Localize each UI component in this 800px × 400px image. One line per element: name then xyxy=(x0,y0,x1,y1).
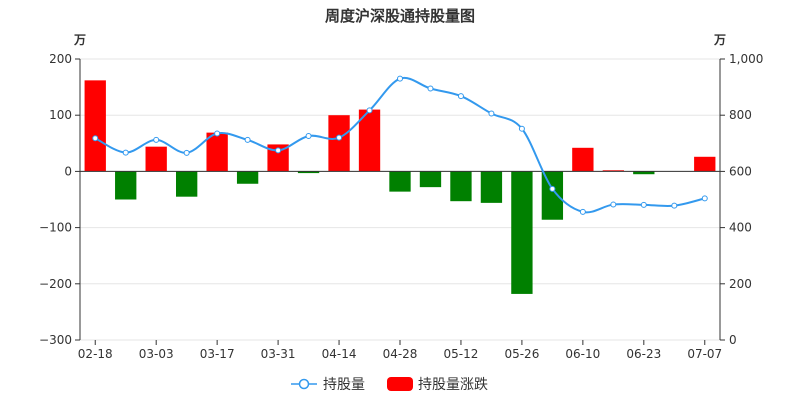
point-03-24[interactable] xyxy=(244,136,251,143)
left-tick-label: −100 xyxy=(39,221,72,235)
point-05-05[interactable] xyxy=(427,85,434,92)
bar-02-25[interactable] xyxy=(115,171,137,200)
bar-04-07[interactable] xyxy=(297,171,320,174)
x-tick-label: 04-28 xyxy=(383,347,418,361)
legend-label-holding-change: 持股量涨跌 xyxy=(418,377,488,393)
bar-02-18[interactable] xyxy=(84,80,106,172)
x-tick-label: 03-31 xyxy=(261,347,296,361)
left-tick-label: −200 xyxy=(39,277,72,291)
left-tick-label: 100 xyxy=(49,108,72,122)
point-04-21[interactable] xyxy=(366,107,373,114)
bar-05-05[interactable] xyxy=(419,171,442,188)
bar-03-24[interactable] xyxy=(236,171,259,184)
point-06-30[interactable] xyxy=(671,202,678,209)
bar-03-31[interactable] xyxy=(267,144,289,172)
point-03-03[interactable] xyxy=(153,136,160,143)
right-axis-unit: 万 xyxy=(713,33,726,47)
point-03-31[interactable] xyxy=(275,147,282,154)
x-tick-label: 06-23 xyxy=(626,347,661,361)
right-tick-label: 400 xyxy=(729,221,752,235)
x-tick-label: 03-03 xyxy=(139,347,174,361)
bar-05-19[interactable] xyxy=(480,171,503,203)
x-tick-label: 03-17 xyxy=(200,347,235,361)
point-02-18[interactable] xyxy=(92,135,99,142)
bar-06-10[interactable] xyxy=(572,147,594,172)
x-tick-label: 07-07 xyxy=(687,347,722,361)
bar-06-23[interactable] xyxy=(633,171,655,175)
point-06-10[interactable] xyxy=(579,208,586,215)
point-04-07[interactable] xyxy=(305,132,312,139)
right-tick-label: 600 xyxy=(729,164,752,178)
point-07-07[interactable] xyxy=(701,195,708,202)
x-tick-label: 04-14 xyxy=(322,347,357,361)
legend-circle-swatch xyxy=(298,378,310,390)
legend-item-holding-change[interactable]: 持股量涨跌 xyxy=(387,377,488,393)
x-tick-label: 02-18 xyxy=(78,347,113,361)
bar-05-26[interactable] xyxy=(511,171,533,294)
point-03-10[interactable] xyxy=(183,149,190,156)
right-tick-label: 0 xyxy=(729,333,737,347)
point-04-28[interactable] xyxy=(397,75,403,82)
left-tick-label: 200 xyxy=(49,52,72,66)
legend-item-holding-volume[interactable]: 持股量 xyxy=(291,377,365,393)
bar-06-02[interactable] xyxy=(541,171,564,220)
x-tick-label: 05-12 xyxy=(444,347,479,361)
point-05-12[interactable] xyxy=(457,93,464,100)
gridlines xyxy=(80,58,720,341)
bar-03-03[interactable] xyxy=(145,146,167,172)
bar-03-10[interactable] xyxy=(176,171,198,197)
left-tick-label: 0 xyxy=(64,164,72,178)
legend-bar-swatch xyxy=(387,377,413,391)
point-06-02[interactable] xyxy=(549,185,556,192)
line-series-holding-volume xyxy=(92,75,708,215)
right-tick-label: 1,000 xyxy=(729,52,763,66)
point-04-14[interactable] xyxy=(336,134,343,141)
bar-05-12[interactable] xyxy=(450,171,472,202)
point-03-17[interactable] xyxy=(214,130,221,137)
axes: 200 1,000 100 800 0 600 −100 400 −200 200 −300 0 02-… xyxy=(39,52,763,361)
chart-title: 周度沪深股通持股量图 xyxy=(325,7,475,25)
left-tick-label: −300 xyxy=(39,333,72,347)
point-05-19[interactable] xyxy=(488,110,495,117)
point-02-25[interactable] xyxy=(122,149,129,156)
point-06-23[interactable] xyxy=(640,201,647,208)
point-06-16[interactable] xyxy=(610,201,617,208)
point-05-26[interactable] xyxy=(518,125,525,132)
bar-series-holding-change xyxy=(84,80,716,294)
legend: 持股量 持股量涨跌 xyxy=(291,377,488,393)
left-axis-unit: 万 xyxy=(73,33,86,47)
bar-04-14[interactable] xyxy=(328,115,350,172)
bar-04-28[interactable] xyxy=(389,171,411,192)
bar-04-21[interactable] xyxy=(358,109,381,172)
right-tick-label: 200 xyxy=(729,277,752,291)
bar-07-07[interactable] xyxy=(694,156,716,172)
bar-03-17[interactable] xyxy=(206,132,228,172)
right-tick-label: 800 xyxy=(729,108,752,122)
x-tick-label: 05-26 xyxy=(504,347,539,361)
bar-06-16[interactable] xyxy=(602,170,624,172)
legend-label-holding-volume: 持股量 xyxy=(323,377,365,393)
x-tick-label: 06-10 xyxy=(565,347,600,361)
